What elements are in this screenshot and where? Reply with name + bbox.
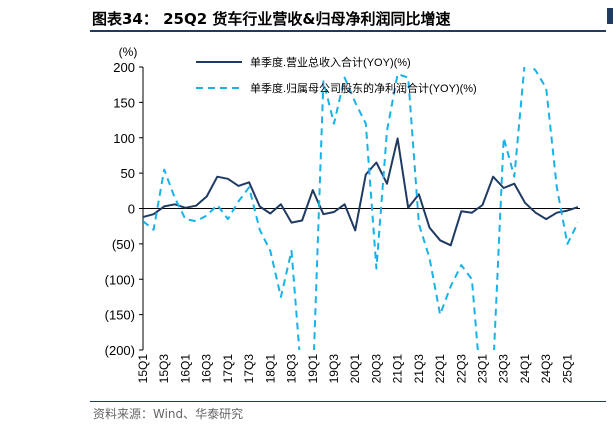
x-tick-label: 17Q3 bbox=[242, 354, 256, 384]
x-tick-label: 24Q1 bbox=[518, 354, 532, 384]
y-tick-label: 0 bbox=[128, 202, 135, 217]
title-rule bbox=[90, 30, 606, 32]
y-tick-label: 100 bbox=[113, 131, 135, 146]
y-axis: 200 150 100 50 0 (50) (100) (150) (200) bbox=[105, 60, 144, 358]
x-tick-label: 16Q3 bbox=[200, 354, 214, 384]
legend-label-1: 单季度.营业总收入合计(YOY)(%) bbox=[250, 55, 411, 69]
series-line-2 bbox=[143, 67, 578, 350]
y-tick-label: 50 bbox=[121, 166, 135, 181]
y-tick-label: 150 bbox=[113, 95, 135, 110]
x-tick-label: 21Q3 bbox=[412, 354, 426, 384]
x-tick-label: 23Q3 bbox=[497, 354, 511, 384]
x-tick-label: 15Q1 bbox=[136, 354, 150, 384]
y-tick-label: (100) bbox=[105, 272, 135, 287]
y-axis-unit: (%) bbox=[119, 45, 138, 59]
x-tick-label: 22Q1 bbox=[433, 354, 447, 384]
chart-title: 图表34： 25Q2 货车行业营收&归母净利润同比增速 bbox=[92, 10, 451, 28]
x-tick-label: 25Q1 bbox=[560, 354, 574, 384]
chart: (%) 200 150 100 50 0 (50) (100) (150) (200) 15Q1… bbox=[105, 45, 580, 384]
x-tick-label: 18Q1 bbox=[263, 354, 277, 384]
series-group bbox=[143, 67, 578, 350]
right-edge-mark bbox=[607, 8, 613, 24]
y-tick-label: (50) bbox=[112, 237, 135, 252]
right-edge bbox=[606, 0, 616, 434]
series-line-1 bbox=[143, 137, 578, 247]
source-rule bbox=[90, 401, 606, 402]
x-tick-label: 24Q3 bbox=[539, 354, 553, 384]
x-tick-label: 19Q3 bbox=[327, 354, 341, 384]
y-tick-label: (150) bbox=[105, 308, 135, 323]
x-tick-label: 22Q3 bbox=[454, 354, 468, 384]
x-tick-label: 15Q3 bbox=[157, 354, 171, 384]
legend-label-2: 单季度.归属母公司股东的净利润合计(YOY)(%) bbox=[250, 81, 477, 95]
source-note: 资料来源：Wind、华泰研究 bbox=[93, 407, 244, 421]
y-tick-label: 200 bbox=[113, 60, 135, 75]
legend: 单季度.营业总收入合计(YOY)(%) 单季度.归属母公司股东的净利润合计(YOY… bbox=[196, 55, 477, 95]
x-tick-label: 21Q1 bbox=[391, 354, 405, 384]
x-tick-label: 23Q1 bbox=[476, 354, 490, 384]
x-axis: 15Q1 15Q3 16Q1 16Q3 17Q1 17Q3 18Q1 18Q3 19Q1 19Q3… bbox=[136, 208, 580, 384]
x-tick-label: 18Q3 bbox=[285, 354, 299, 384]
x-tick-label: 20Q3 bbox=[369, 354, 383, 384]
x-tick-label: 16Q1 bbox=[178, 354, 192, 384]
x-tick-label: 17Q1 bbox=[221, 354, 235, 384]
x-tick-label: 20Q1 bbox=[348, 354, 362, 384]
y-tick-label: (200) bbox=[105, 343, 135, 358]
x-tick-label: 19Q1 bbox=[306, 354, 320, 384]
